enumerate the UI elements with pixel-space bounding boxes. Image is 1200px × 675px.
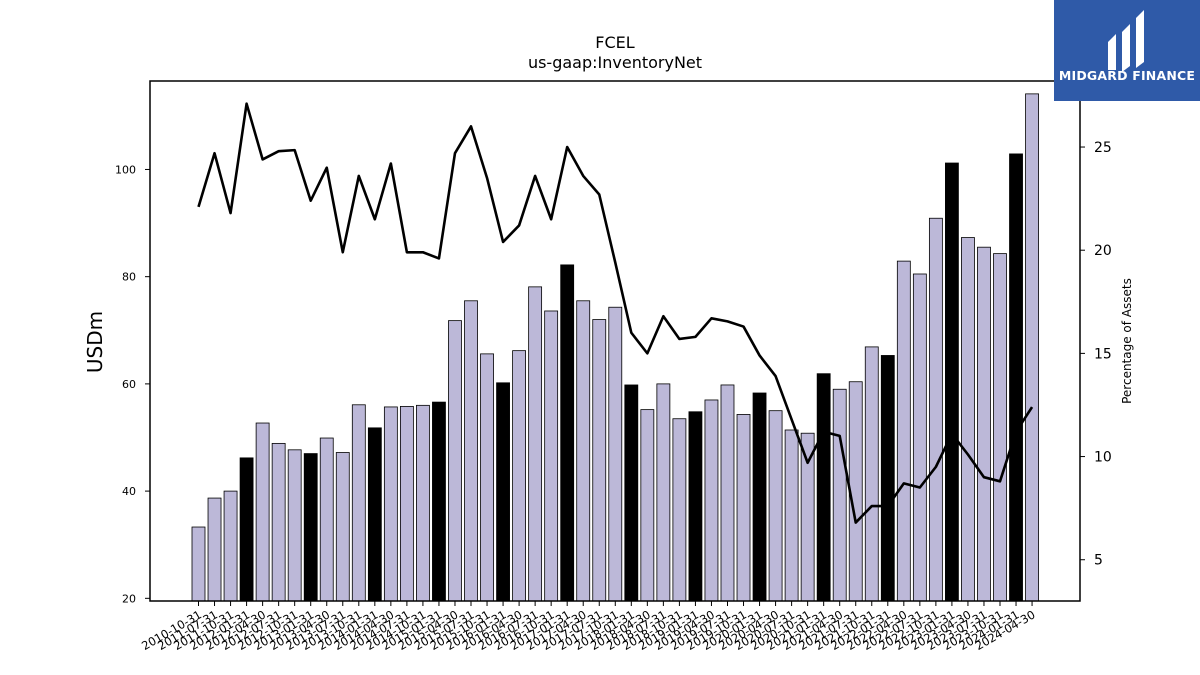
bars-group [191, 93, 1039, 602]
y2-tick-label: 25 [1094, 140, 1112, 156]
bar [319, 437, 334, 602]
bar [736, 414, 751, 602]
bar [832, 388, 847, 602]
y2-axis-label: Percentage of Assets [1120, 278, 1134, 404]
bar [255, 422, 270, 602]
y2-tick-label: 20 [1094, 243, 1112, 259]
bar [1025, 93, 1039, 602]
line-group [197, 102, 1034, 524]
bar [672, 418, 687, 602]
bar [448, 320, 462, 602]
plot-frame [149, 80, 1081, 602]
bar [480, 353, 494, 602]
bar [335, 452, 350, 602]
bar [656, 383, 671, 602]
bar [768, 410, 783, 602]
bar [720, 384, 735, 602]
bar [576, 300, 591, 602]
bar [191, 526, 206, 602]
bar [399, 405, 414, 602]
bar [896, 260, 911, 602]
bar [608, 306, 623, 602]
bar [977, 246, 991, 602]
bar [207, 497, 222, 602]
bar [704, 399, 719, 602]
bar [1009, 153, 1023, 602]
bar [287, 449, 302, 602]
bar [945, 162, 959, 602]
bar [432, 401, 446, 602]
y-axis-label: USDm [83, 311, 107, 373]
bar [688, 411, 703, 602]
bar [544, 310, 559, 602]
bar [993, 253, 1007, 602]
bar [383, 406, 398, 602]
bar [560, 264, 575, 602]
chart-subtitle: us-gaap:InventoryNet [528, 53, 702, 72]
bar [816, 373, 831, 602]
bar [303, 453, 318, 602]
bar [624, 384, 639, 602]
bar [928, 217, 943, 602]
y-tick-label: 80 [122, 271, 136, 284]
bar [464, 300, 478, 602]
bar [912, 273, 927, 602]
chart-title: FCEL [595, 33, 634, 52]
bar [592, 319, 607, 602]
bar [512, 350, 526, 602]
bar [223, 490, 238, 602]
bar [864, 346, 879, 602]
brand-name: MIDGARD FINANCE [1058, 68, 1196, 83]
y-tick-label: 20 [122, 592, 136, 605]
bar [784, 429, 799, 602]
bar [961, 237, 975, 602]
y-tick-label: 60 [122, 378, 136, 391]
bar [367, 427, 382, 602]
bar [640, 409, 655, 602]
y-tick-label: 100 [115, 163, 136, 176]
bar [351, 404, 366, 602]
bar [800, 432, 815, 602]
y2-tick-label: 10 [1094, 450, 1112, 466]
bar [271, 442, 286, 602]
y2-tick-label: 15 [1094, 346, 1112, 362]
axes-group: 204060801005101520252010-10-312011-07-31… [115, 140, 1112, 653]
y-tick-label: 40 [122, 485, 136, 498]
percentage-line [197, 102, 1034, 524]
y2-tick-label: 5 [1094, 553, 1103, 569]
bar [528, 286, 543, 602]
bar [239, 457, 254, 602]
midgard-m-icon [1108, 10, 1144, 72]
bar [496, 382, 510, 602]
bar [416, 404, 430, 602]
bar [752, 392, 767, 602]
bar [880, 355, 895, 602]
